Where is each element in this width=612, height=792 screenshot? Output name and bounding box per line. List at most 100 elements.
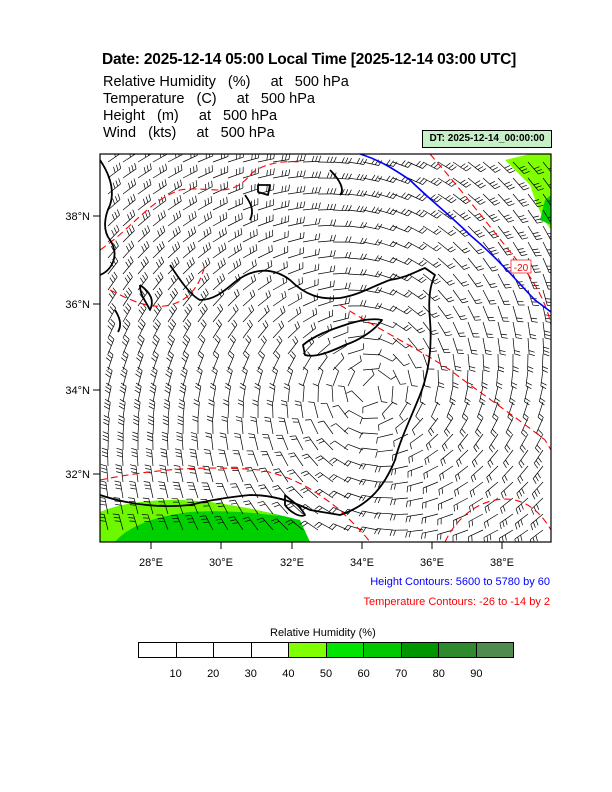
wind-barb-flag bbox=[523, 170, 530, 174]
wind-barb-flag bbox=[536, 444, 542, 450]
wind-barb bbox=[377, 177, 394, 183]
wind-barb-flag bbox=[333, 234, 336, 241]
wind-barb-flag bbox=[143, 167, 146, 174]
wind-barb bbox=[437, 337, 445, 353]
wind-barb-flag bbox=[157, 274, 162, 281]
wind-barb bbox=[182, 185, 198, 195]
wind-barb-flag bbox=[493, 413, 499, 418]
wind-barb bbox=[149, 482, 154, 499]
wind-barb-flag bbox=[274, 451, 281, 454]
wind-barb-flag bbox=[484, 507, 487, 514]
wind-barb bbox=[182, 232, 196, 243]
wind-barb-flag bbox=[498, 366, 505, 369]
lon-tick-label: 38°E bbox=[490, 557, 514, 569]
wind-barb bbox=[437, 529, 454, 535]
wind-barb bbox=[212, 156, 229, 163]
wind-barb-flag bbox=[178, 406, 185, 410]
wind-barb-flag bbox=[166, 370, 172, 375]
wind-barb-flag bbox=[231, 322, 236, 328]
wind-barb-flag bbox=[210, 382, 216, 387]
wind-barb bbox=[272, 159, 289, 163]
wind-barb-flag bbox=[266, 185, 268, 192]
wind-barb-flag bbox=[219, 275, 223, 282]
wind-barb-flag bbox=[249, 319, 253, 326]
wind-barb-flag bbox=[244, 519, 251, 523]
wind-barb-flag bbox=[114, 520, 121, 522]
wind-barb-flag bbox=[532, 232, 539, 234]
wind-barb-flag bbox=[128, 166, 131, 173]
wind-barb-flag bbox=[299, 201, 302, 208]
wind-barb-flag bbox=[273, 520, 280, 525]
wind-barb-flag bbox=[250, 419, 257, 422]
wind-barb-flag bbox=[363, 222, 368, 229]
wind-barb bbox=[152, 184, 167, 195]
wind-barb bbox=[422, 497, 439, 504]
wind-barb bbox=[219, 516, 229, 531]
colorbar-label: 60 bbox=[357, 668, 370, 680]
wind-barb-flag bbox=[359, 432, 363, 439]
wind-barb-flag bbox=[326, 172, 330, 179]
wind-barb-flag bbox=[105, 357, 112, 362]
wind-barb bbox=[151, 450, 154, 467]
wind-barb-flag bbox=[216, 278, 220, 285]
wind-barb-flag bbox=[141, 230, 145, 237]
wind-barb bbox=[197, 170, 213, 179]
wind-barb-flag bbox=[333, 265, 336, 272]
wind-barb bbox=[518, 449, 529, 464]
wind-barb bbox=[313, 402, 319, 419]
wind-barb-flag bbox=[514, 353, 521, 356]
wind-barb bbox=[310, 419, 319, 435]
wind-barb-flag bbox=[428, 442, 432, 449]
wind-barb-flag bbox=[145, 468, 152, 471]
wind-barb-flag bbox=[296, 155, 299, 162]
wind-barb bbox=[257, 310, 270, 323]
wind-barb-flag bbox=[450, 397, 456, 402]
wind-barb-flag bbox=[517, 248, 524, 250]
wind-barb-flag bbox=[201, 306, 206, 313]
wind-barb bbox=[347, 492, 364, 499]
wind-barb-flag bbox=[190, 452, 196, 455]
wind-barb-flag bbox=[252, 399, 259, 403]
wind-barb bbox=[222, 466, 229, 483]
wind-barb-flag bbox=[240, 382, 246, 387]
wind-barb-flag bbox=[362, 479, 367, 486]
wind-barb bbox=[482, 177, 496, 190]
wind-barb bbox=[452, 177, 467, 188]
wind-barb-flag bbox=[193, 226, 197, 233]
wind-barb-flag bbox=[474, 213, 481, 217]
wind-barb-flag bbox=[204, 472, 211, 474]
wind-barb-flag bbox=[187, 246, 191, 253]
wind-barb bbox=[407, 305, 421, 317]
wind-barb-flag bbox=[488, 447, 493, 453]
wind-barb-flag bbox=[360, 206, 364, 212]
wind-barb bbox=[293, 452, 304, 467]
wind-barb bbox=[488, 433, 499, 448]
wind-barb bbox=[482, 273, 492, 288]
wind-barb bbox=[434, 385, 439, 402]
field-label-wind: Wind (kts) at 500 hPa bbox=[103, 125, 275, 141]
wind-barb bbox=[167, 308, 177, 323]
wind-barb bbox=[422, 273, 436, 285]
wind-barb-flag bbox=[187, 290, 192, 297]
wind-barb-flag bbox=[162, 165, 165, 172]
wind-barb-flag bbox=[519, 251, 526, 253]
wind-barb-flag bbox=[127, 287, 132, 293]
wind-barb-flag bbox=[393, 225, 398, 231]
wind-barb-flag bbox=[430, 194, 436, 199]
wind-barb-flag bbox=[363, 206, 368, 213]
wind-barb bbox=[392, 369, 401, 385]
wind-barb-flag bbox=[374, 191, 379, 197]
wind-barb bbox=[152, 231, 166, 243]
wind-barb-flag bbox=[161, 181, 164, 188]
wind-barb-flag bbox=[245, 338, 250, 344]
wind-barb-flag bbox=[360, 269, 364, 275]
wind-barb bbox=[527, 241, 537, 257]
wind-barb-flag bbox=[343, 460, 349, 466]
wind-barb bbox=[107, 245, 119, 259]
wind-barb-flag bbox=[217, 306, 221, 313]
wind-barb-flag bbox=[299, 232, 302, 239]
wind-barb-flag bbox=[311, 171, 315, 178]
wind-barb-flag bbox=[477, 268, 484, 271]
wind-barb bbox=[319, 488, 334, 499]
wind-barb-flag bbox=[280, 400, 287, 403]
